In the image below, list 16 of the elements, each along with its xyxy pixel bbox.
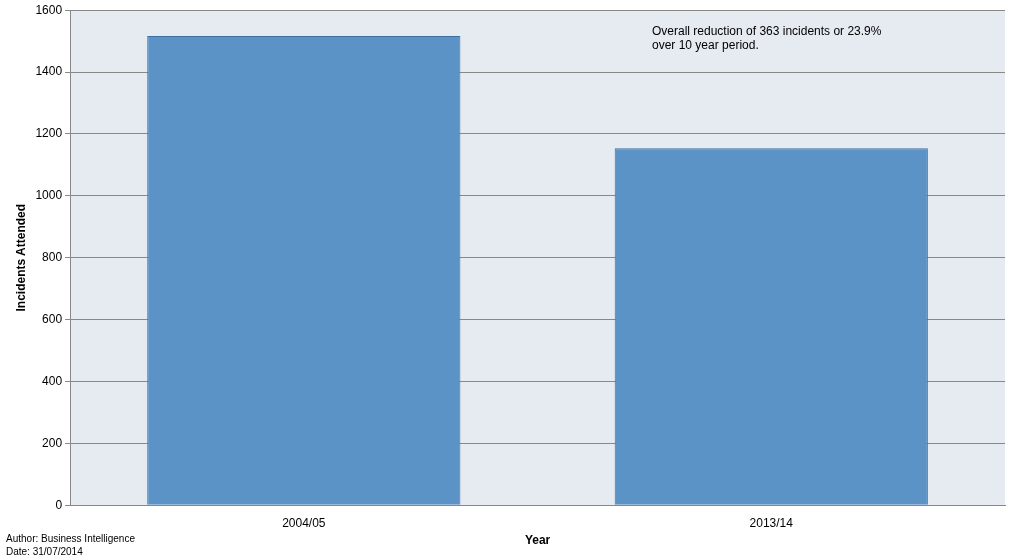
y-axis-title: Incidents Attended — [13, 203, 28, 312]
y-tick-label: 400 — [42, 373, 63, 388]
y-tick-label: 1400 — [35, 64, 63, 79]
text: Author: Business Intelligence — [6, 532, 135, 546]
y-tick-label: 800 — [42, 250, 63, 265]
y-tick-label: 1200 — [35, 126, 63, 141]
y-tick-label: 0 — [55, 497, 63, 512]
text: Date: 31/07/2014 — [6, 545, 83, 559]
annotation: Overall reduction of 363 incidents or 23.9% over 10 year period. — [652, 24, 882, 52]
x-tick-label: 2013/14 — [749, 515, 794, 530]
y-tick-label: 200 — [42, 435, 63, 450]
x-tick-label: 2004/05 — [282, 515, 326, 530]
x-axis-title: Year — [524, 533, 551, 548]
y-tick-label: 1600 — [35, 2, 63, 17]
y-tick-label: 600 — [42, 311, 63, 326]
y-tick-label: 1000 — [35, 188, 63, 203]
